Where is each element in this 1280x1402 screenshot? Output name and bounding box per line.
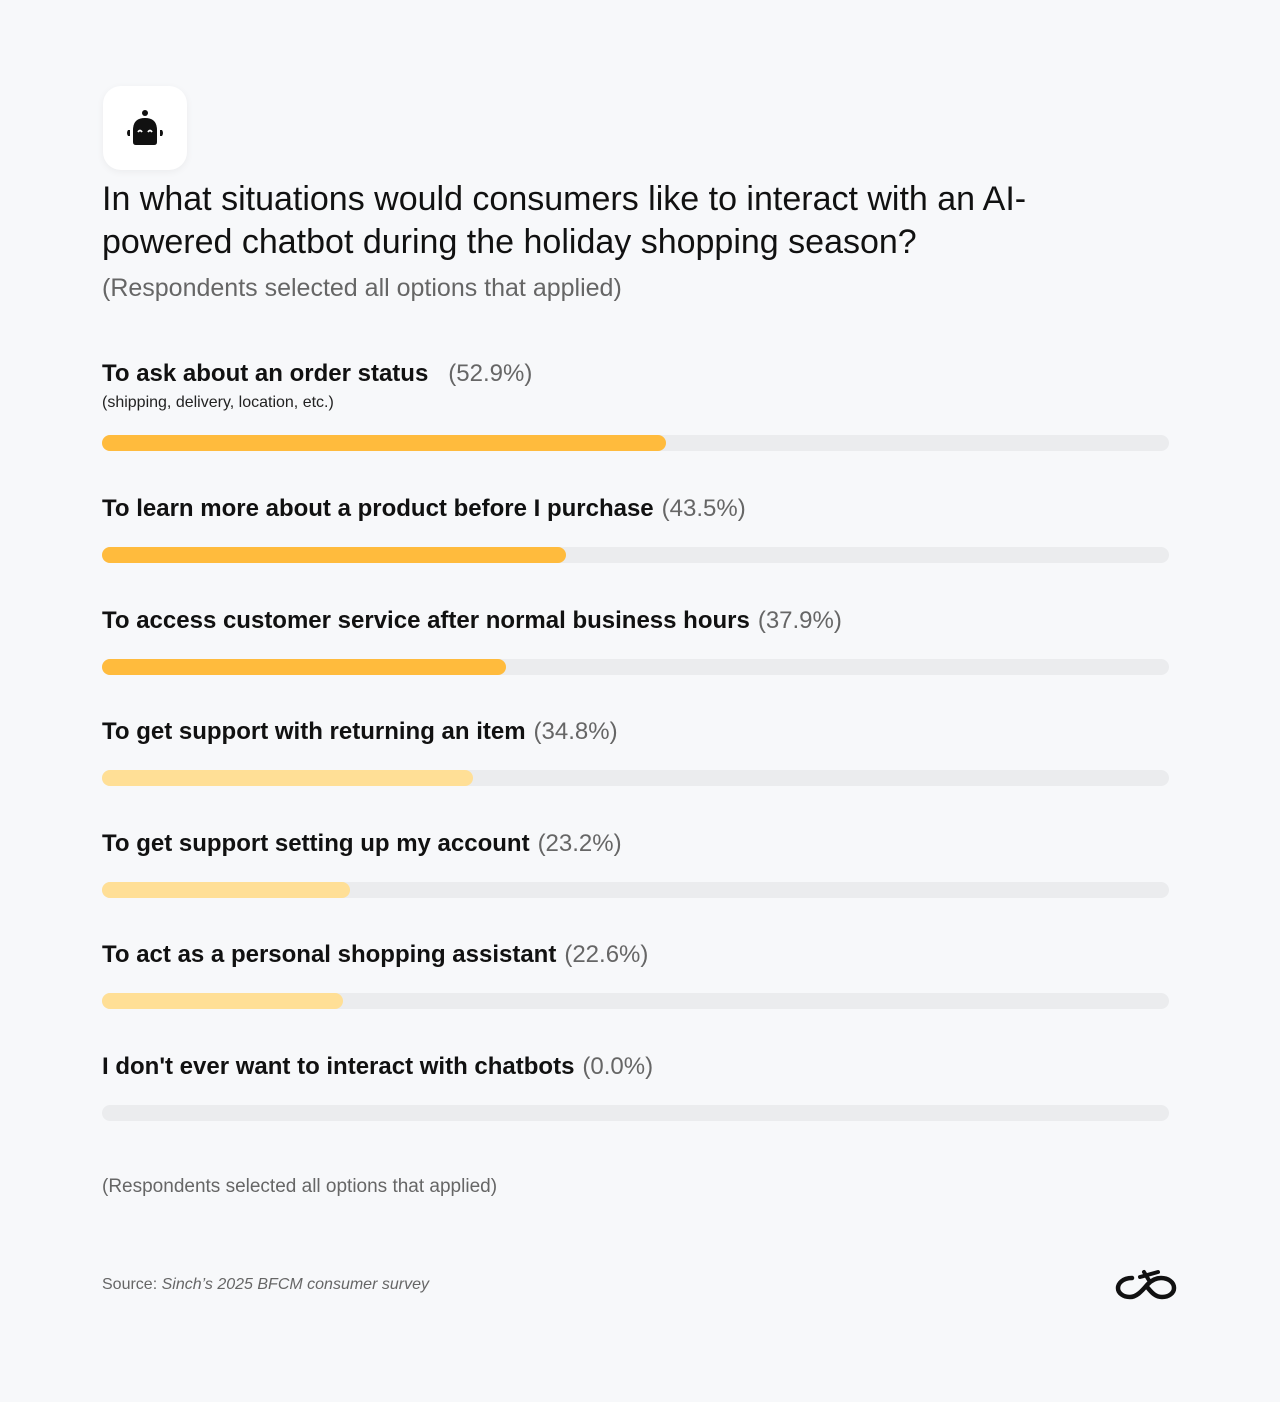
chart-title: In what situations would consumers like … [102, 180, 1027, 261]
bar-item: To learn more about a product before I p… [102, 495, 1170, 563]
bar-fill [102, 993, 344, 1009]
value-label: (23.2%) [537, 830, 622, 857]
category-text: To learn more about a product before I p… [102, 495, 654, 522]
bar-item: To access customer service after normal … [102, 607, 1170, 675]
robot-icon [127, 110, 163, 145]
bar-track [102, 1105, 1169, 1121]
bar-fill [102, 770, 474, 786]
category-label: To access customer service after normal … [102, 607, 1170, 635]
bar-item: To get support setting up my account (23.… [102, 830, 1170, 898]
bar-track [102, 882, 1169, 898]
bar-track [102, 435, 1169, 451]
bar-track [102, 993, 1169, 1009]
category-text: I don't ever want to interact with chatb… [102, 1053, 575, 1080]
category-label: To ask about an order status (52.9%) [102, 360, 1170, 388]
category-label: To get support setting up my account (23.… [102, 830, 1170, 858]
category-text: To ask about an order status [102, 360, 429, 387]
source-prefix: Source: [102, 1276, 162, 1293]
category-label: To learn more about a product before I p… [102, 495, 1170, 523]
value-label: (37.9%) [757, 607, 842, 634]
category-label: To act as a personal shopping assistant (… [102, 941, 1170, 969]
category-text: To get support with returning an item [102, 718, 526, 745]
value-label: (34.8%) [533, 718, 618, 745]
bar-track [102, 770, 1169, 786]
bar-fill [102, 882, 350, 898]
category-note: (shipping, delivery, location, etc.) [102, 394, 334, 411]
value-label: (22.6%) [564, 941, 649, 968]
value-label: (52.9%) [448, 360, 533, 387]
bar-item: I don't ever want to interact with chatb… [102, 1053, 1170, 1121]
sinch-logo [1115, 1270, 1177, 1300]
category-label: To get support with returning an item (34… [102, 718, 1170, 746]
bar-fill [102, 547, 567, 563]
robot-icon-tile [103, 86, 187, 170]
bar-fill [102, 659, 507, 675]
bar-item: To get support with returning an item (34… [102, 718, 1170, 786]
bar-fill [102, 435, 667, 451]
category-text: To get support setting up my account [102, 830, 530, 857]
value-label: (0.0%) [582, 1053, 654, 1080]
bar-item: To act as a personal shopping assistant (… [102, 941, 1170, 1009]
category-text: To act as a personal shopping assistant [102, 941, 557, 968]
bar-track [102, 659, 1169, 675]
source-text: Sinch’s 2025 BFCM consumer survey [161, 1276, 429, 1293]
category-text: To access customer service after normal … [102, 607, 750, 634]
chart-subtitle: (Respondents selected all options that a… [102, 274, 622, 302]
category-label: I don't ever want to interact with chatb… [102, 1053, 1170, 1081]
source-note: Source: Sinch’s 2025 BFCM consumer surve… [102, 1276, 429, 1294]
bar-item: To ask about an order status (52.9%) (ship… [102, 360, 1170, 451]
footnote: (Respondents selected all options that a… [102, 1176, 498, 1197]
value-label: (43.5%) [661, 495, 746, 522]
bar-track [102, 547, 1169, 563]
